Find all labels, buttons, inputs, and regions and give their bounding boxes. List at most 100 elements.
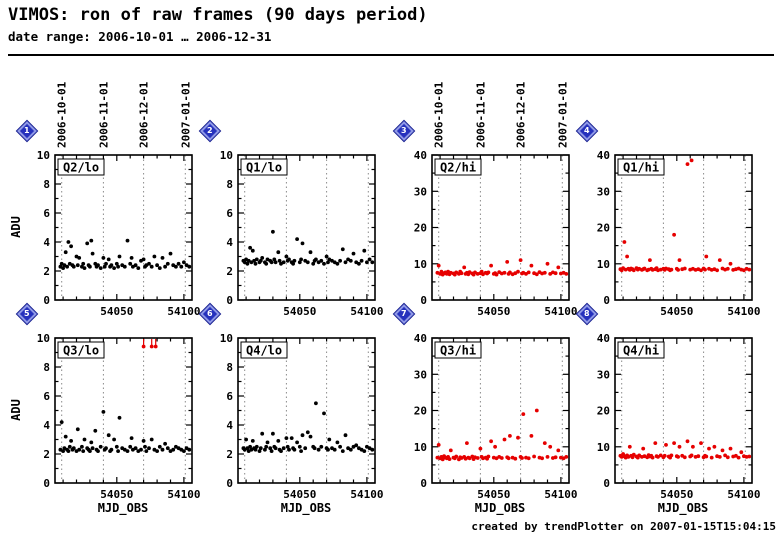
panel-label-box xyxy=(434,341,482,359)
y-tick-label: 2 xyxy=(226,265,233,278)
y-tick-label: 2 xyxy=(43,265,50,278)
data-point xyxy=(291,261,295,266)
data-point xyxy=(436,443,441,447)
panel-label-box xyxy=(57,158,105,176)
data-point xyxy=(696,454,701,459)
data-point xyxy=(676,455,680,459)
data-point xyxy=(165,261,170,266)
plot-frame xyxy=(54,154,193,301)
data-point xyxy=(141,439,146,443)
data-point xyxy=(163,441,168,446)
x-tick-label: 54050 xyxy=(660,305,693,318)
data-point xyxy=(367,257,372,262)
data-point xyxy=(720,448,725,453)
data-point xyxy=(281,446,286,451)
data-point xyxy=(152,254,157,259)
data-point xyxy=(319,444,324,449)
data-point xyxy=(303,446,308,451)
data-point xyxy=(98,444,103,449)
data-point xyxy=(314,257,318,262)
y-tick-label: 10 xyxy=(414,258,427,271)
data-point xyxy=(81,449,86,453)
data-point xyxy=(89,238,94,243)
data-point xyxy=(75,427,80,432)
data-point xyxy=(340,449,345,453)
y-tick-label: 4 xyxy=(43,236,50,249)
data-point xyxy=(739,450,744,455)
data-point xyxy=(703,267,707,272)
x-tick-label: 54100 xyxy=(167,305,200,318)
data-point xyxy=(440,457,445,462)
y-tick-label: 40 xyxy=(414,149,427,162)
plot-panel-q3-hi: 54050 54100 0 10 20 30 40 Q3/hi xyxy=(414,332,578,501)
y-tick-label: 20 xyxy=(597,405,610,418)
x-tick-label: 54100 xyxy=(544,488,577,501)
data-point xyxy=(548,444,553,449)
x-tick-label: 54100 xyxy=(350,488,383,501)
data-point xyxy=(276,250,281,255)
data-point xyxy=(264,261,269,266)
data-point xyxy=(287,257,291,262)
data-point xyxy=(128,444,133,449)
data-point xyxy=(257,449,262,453)
x-tick-label: 54100 xyxy=(544,305,577,318)
data-point xyxy=(258,446,263,451)
data-point xyxy=(245,261,250,266)
data-point xyxy=(143,444,147,449)
data-point xyxy=(324,254,329,259)
data-point xyxy=(529,434,534,438)
data-point xyxy=(133,263,138,268)
data-point xyxy=(66,240,71,244)
data-point xyxy=(63,434,68,439)
data-point xyxy=(672,232,676,237)
data-point xyxy=(709,455,714,460)
data-point xyxy=(285,444,290,449)
x-tick-label: 54050 xyxy=(477,488,510,501)
top-date-label: 2007-01-01 xyxy=(556,81,569,148)
data-point xyxy=(462,265,467,270)
data-point xyxy=(542,441,547,445)
top-date-label: 2006-10-01 xyxy=(433,81,446,148)
panel-label: Q3/lo xyxy=(63,344,99,358)
y-tick-label: 40 xyxy=(597,332,610,345)
data-point xyxy=(136,266,141,270)
data-point xyxy=(728,446,733,451)
data-point xyxy=(736,455,741,460)
data-point xyxy=(284,436,289,440)
data-point xyxy=(263,447,267,452)
data-point xyxy=(71,264,76,269)
data-point xyxy=(63,250,68,255)
data-point xyxy=(269,260,274,265)
y-tick-label: 8 xyxy=(43,178,50,191)
y-tick-label: 10 xyxy=(37,332,50,345)
y-tick-label: 10 xyxy=(37,149,50,162)
data-point xyxy=(104,261,108,266)
panel-label-box xyxy=(240,158,288,176)
data-point xyxy=(691,444,695,449)
panel-index-number: 3 xyxy=(401,125,407,135)
data-point xyxy=(279,449,283,453)
data-point xyxy=(295,237,299,242)
data-point xyxy=(564,455,569,459)
data-point xyxy=(129,436,134,440)
data-point xyxy=(297,444,302,449)
y-tick-label: 0 xyxy=(603,294,610,307)
data-point xyxy=(526,270,531,275)
data-point xyxy=(254,444,259,449)
data-point xyxy=(117,415,122,420)
y-tick-label: 0 xyxy=(226,294,233,307)
data-point xyxy=(642,266,647,271)
plot-frame xyxy=(237,337,376,484)
report-title: VIMOS: ron of raw frames (90 days period… xyxy=(8,5,428,25)
data-point xyxy=(502,270,507,275)
data-point xyxy=(157,266,162,270)
data-point xyxy=(273,260,278,265)
data-point xyxy=(81,261,86,266)
data-point xyxy=(359,258,364,263)
data-point xyxy=(260,256,265,260)
plot-panel-q2-lo: 2006-10-01 2006-11-01 2006-12-01 2007-01-01… xyxy=(37,81,201,318)
data-point xyxy=(93,428,98,433)
data-point xyxy=(627,444,632,449)
y-tick-label: 4 xyxy=(226,419,233,432)
data-point xyxy=(250,248,255,253)
